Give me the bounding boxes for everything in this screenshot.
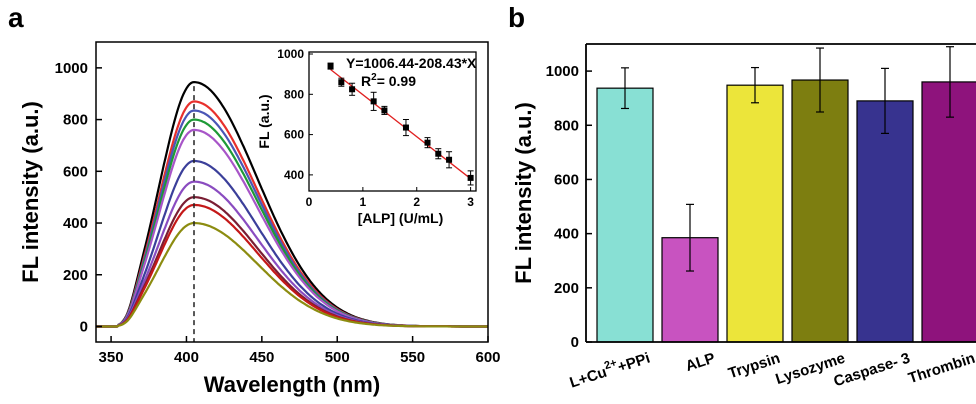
y-tick-label: 600 (554, 171, 579, 188)
inset-point-8 (435, 150, 442, 157)
panel-b-letter: b (508, 2, 525, 33)
y-axis-title: FL intensity (a.u.) (18, 101, 43, 283)
inset-point-5 (381, 107, 388, 114)
y-axis-title: FL intensity (a.u.) (511, 102, 536, 284)
y-tick-label: 200 (63, 267, 88, 284)
y-tick-label: 600 (63, 163, 88, 180)
inset-point-1 (327, 63, 334, 70)
x-tick-label: 500 (325, 349, 350, 366)
category-label-main: L+Cu (568, 364, 609, 392)
y-tick-label: 800 (63, 112, 88, 129)
inset-x-title: [ALP] (U/mL) (358, 210, 444, 226)
fit-equation: Y=1006.44-208.43*X (346, 55, 477, 71)
emission-spectra-chart: 350 400 450 500 550 600 0 200 400 600 800 1000 Wavel… (18, 41, 501, 397)
x-tick-label: 350 (99, 349, 124, 366)
inset-point-2 (338, 79, 345, 86)
inset-x-tick-label: 0 (306, 195, 313, 209)
inset-y-title: FL (a.u.) (256, 94, 272, 148)
inset-y-tick-label: 1000 (277, 47, 304, 61)
y-tick-label: 400 (554, 226, 579, 243)
category-label-tail: +PPi (616, 350, 653, 376)
inset-point-4 (370, 98, 377, 105)
category-label-superscript: 2+ (603, 357, 619, 372)
x-tick-label: 400 (174, 349, 199, 366)
calibration-inset: 0 1 2 3 400 600 800 1000 [ALP] (U/mL) FL (a.u.) Y=… (256, 47, 477, 226)
inset-y-tick-label: 600 (284, 128, 304, 142)
x-tick-label: 450 (249, 349, 274, 366)
bar-1 (596, 87, 654, 343)
r-squared-symbol: R (361, 73, 371, 89)
inset-point-3 (349, 86, 356, 93)
x-tick-label: 600 (475, 349, 500, 366)
inset-x-tick-label: 2 (413, 195, 420, 209)
inset-y-tick-label: 400 (284, 168, 304, 182)
inset-point-10 (467, 174, 474, 181)
y-tick-label: 0 (80, 318, 88, 335)
inset-x-tick-label: 3 (467, 195, 474, 209)
y-tick-label: 800 (554, 117, 579, 134)
category-label: Thrombin (906, 350, 976, 388)
inset-x-tick-label: 1 (360, 195, 367, 209)
y-tick-label: 1000 (55, 60, 88, 77)
y-tick-label: 0 (571, 334, 579, 351)
bar-6 (921, 81, 976, 343)
category-label: Trypsin (726, 350, 782, 383)
panel-a-letter: a (8, 2, 24, 33)
inset-point-7 (424, 139, 431, 146)
inset-y-tick-label: 800 (284, 87, 304, 101)
bar-4 (791, 79, 849, 343)
r-squared-superscript: 2 (371, 72, 377, 83)
category-label: ALP (683, 350, 717, 375)
inset-point-6 (402, 124, 409, 131)
spectrum-line-10 (96, 221, 488, 328)
r-squared-label: R2= 0.99 (361, 72, 416, 89)
plot-frame (95, 41, 489, 343)
r-squared-value: = 0.99 (377, 73, 417, 89)
x-axis-title: Wavelength (nm) (204, 372, 380, 397)
inset-point-9 (446, 156, 453, 163)
bar-3 (726, 84, 784, 343)
y-tick-label: 400 (63, 215, 88, 232)
y-tick-label: 200 (554, 280, 579, 297)
x-tick-label: 550 (400, 349, 425, 366)
category-label: L+Cu2++PPi (567, 347, 653, 392)
bar-5 (856, 100, 914, 343)
y-tick-label: 1000 (546, 63, 579, 80)
